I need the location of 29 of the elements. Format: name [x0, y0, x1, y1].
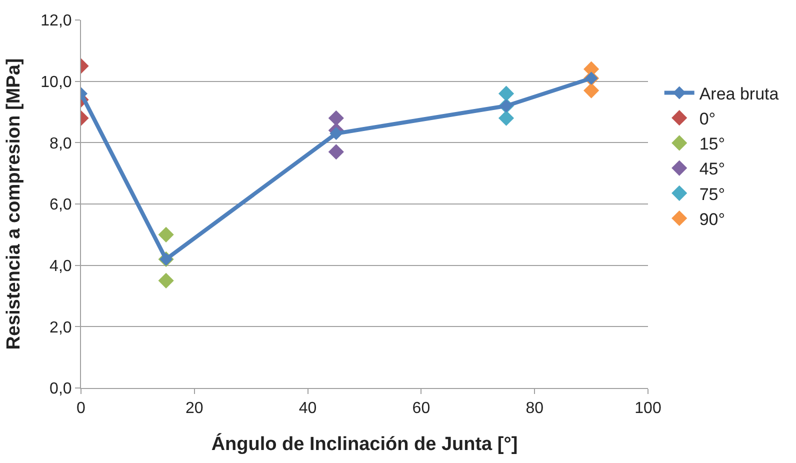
- legend-label: 90°: [699, 210, 726, 229]
- legend-label: 45°: [699, 160, 726, 179]
- point: [330, 126, 343, 140]
- point: [584, 82, 600, 98]
- point: [328, 110, 344, 126]
- y-tick-label: 0,0: [50, 380, 72, 398]
- x-axis-title: Ángulo de Inclinación de Junta [°]: [211, 433, 518, 455]
- x-tick-label: 20: [186, 400, 204, 418]
- y-axis-title: Resistencia a compresion [MPa]: [4, 58, 25, 350]
- legend-label: Area bruta: [699, 84, 780, 104]
- point: [158, 226, 174, 242]
- x-tick-label: 100: [634, 400, 662, 418]
- legend-label: 0°: [699, 109, 716, 128]
- y-tick-label: 4,0: [50, 258, 72, 275]
- x-tick-label: 60: [412, 400, 430, 418]
- legend-label: 75°: [699, 184, 726, 204]
- legend-label: 15°: [699, 134, 726, 154]
- y-tick-label: 12,0: [40, 12, 72, 30]
- x-tick-label: 0: [76, 400, 86, 418]
- y-tick-label: 10,0: [40, 74, 72, 91]
- y-tick-label: 6,0: [50, 196, 72, 214]
- point: [498, 110, 514, 126]
- y-tick-label: 2,0: [50, 319, 72, 336]
- point: [158, 272, 174, 288]
- x-tick-label: 40: [298, 400, 317, 418]
- point: [328, 144, 344, 160]
- x-tick-label: 80: [526, 400, 544, 418]
- y-tick-label: 8,0: [50, 135, 72, 152]
- point: [498, 86, 514, 102]
